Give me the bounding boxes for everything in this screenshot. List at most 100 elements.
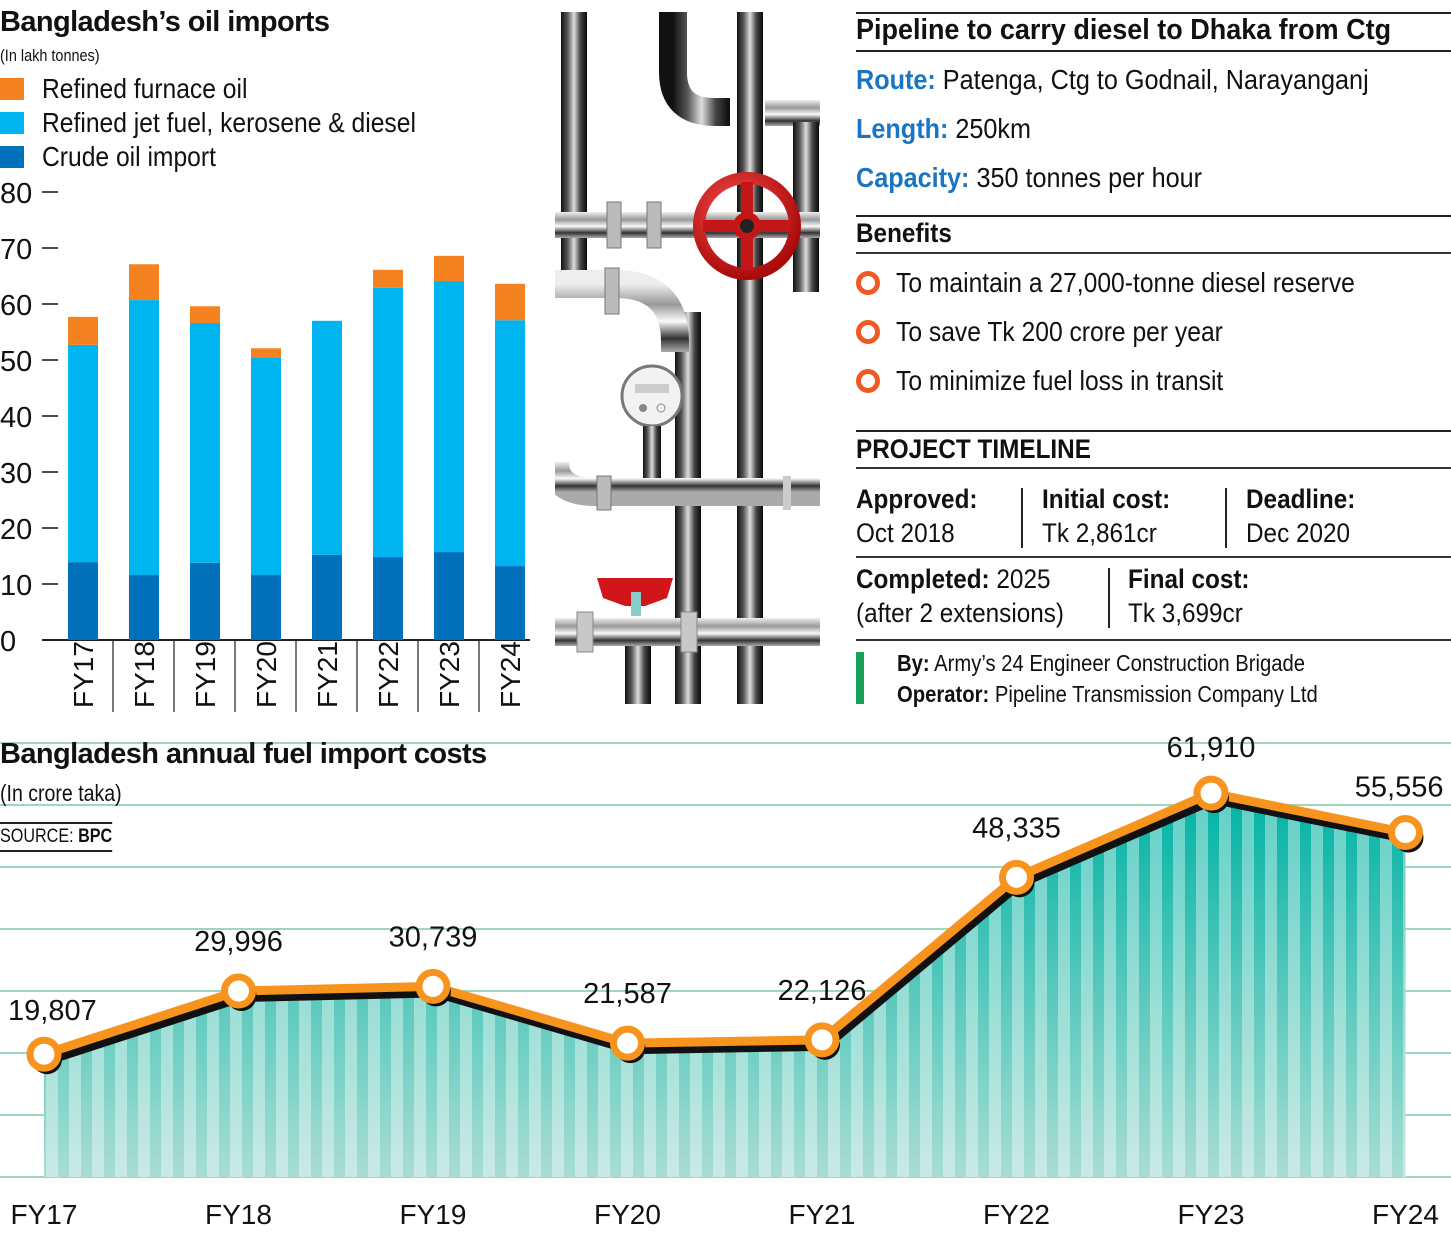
- length-label: Length:: [856, 113, 949, 144]
- route-value: Patenga, Ctg to Godnail, Narayanganj: [942, 64, 1369, 95]
- length-row: Length: 250km: [856, 113, 1031, 145]
- data-label: 61,910: [1167, 732, 1256, 764]
- bullet-ring-icon: [856, 320, 880, 344]
- timeline-heading: PROJECT TIMELINE: [856, 434, 1091, 464]
- length-value: 250km: [955, 113, 1032, 144]
- benefit-item: To maintain a 27,000-tonne diesel reserv…: [856, 267, 1417, 299]
- oil-imports-title: Bangladesh’s oil imports: [0, 6, 330, 38]
- x-tick-label: FY17: [68, 641, 99, 708]
- benefit-text: To maintain a 27,000-tonne diesel reserv…: [896, 267, 1355, 298]
- x-tick-label: FY21: [789, 1199, 856, 1230]
- source-value: BPC: [78, 826, 113, 847]
- final-cost-value: Tk 3,699cr: [1128, 598, 1243, 628]
- bar-segment-refined-jet-fuel-kerosene-diesel: [68, 344, 98, 563]
- pipeline-illustration: [555, 12, 820, 704]
- x-tick-label: FY18: [129, 641, 160, 708]
- data-point: [415, 968, 451, 1004]
- bar-segment-refined-jet-fuel-kerosene-diesel: [251, 357, 281, 576]
- final-cost-cell: Final cost: Tk 3,699cr: [1128, 562, 1250, 630]
- initial-cost-label: Initial cost:: [1042, 484, 1171, 514]
- data-point: [610, 1025, 645, 1061]
- bar-segment-refined-furnace-oil: [251, 348, 281, 358]
- y-tick-label: 40: [0, 402, 32, 434]
- x-tick-label: FY24: [1372, 1199, 1439, 1230]
- bar-segment-refined-furnace-oil: [495, 283, 525, 321]
- bar-segment-refined-furnace-oil: [68, 316, 98, 345]
- bar-segment-crude-oil-import: [190, 562, 220, 640]
- area-stripes: [44, 793, 1406, 1177]
- legend-label: Refined jet fuel, kerosene & diesel: [42, 107, 416, 138]
- line-shadow: [45, 794, 1410, 1065]
- data-point: [1193, 775, 1229, 811]
- rule: [856, 12, 1451, 14]
- x-tick-label: FY23: [1178, 1199, 1245, 1230]
- pipe-horizontal-middle: [555, 460, 820, 511]
- legend-item-crude-oil: Crude oil import: [0, 141, 240, 172]
- bar-segment-crude-oil-import: [251, 575, 281, 640]
- data-point: [1388, 815, 1423, 851]
- y-tick-label: 30: [0, 458, 32, 490]
- completed-cell: Completed: 2025 (after 2 extensions): [856, 562, 1064, 630]
- accent-bar: [856, 652, 864, 704]
- approved-label: Approved:: [856, 484, 978, 514]
- bullet-ring-icon: [856, 369, 880, 393]
- by-label: By:: [897, 650, 930, 676]
- y-tick-label: 10: [0, 570, 32, 602]
- bar-segment-refined-jet-fuel-kerosene-diesel: [190, 323, 220, 563]
- pipe-vertical-main: [737, 12, 763, 704]
- benefit-item: To save Tk 200 crore per year: [856, 316, 1267, 348]
- operator-label: Operator:: [897, 681, 990, 707]
- y-tick-label: 60: [0, 290, 32, 322]
- completed-label: Completed:: [856, 564, 990, 594]
- final-cost-label: Final cost:: [1128, 564, 1250, 594]
- rule: [856, 50, 1451, 52]
- bar-segment-refined-furnace-oil: [129, 264, 159, 301]
- by-value: Army’s 24 Engineer Construction Brigade: [934, 650, 1306, 676]
- bar-segment-refined-jet-fuel-kerosene-diesel: [373, 287, 403, 558]
- data-label: 19,807: [8, 995, 97, 1027]
- oil-imports-subtitle: (In lakh tonnes): [0, 46, 100, 65]
- bar-segment-refined-furnace-oil: [373, 269, 403, 288]
- bar-segment-refined-jet-fuel-kerosene-diesel: [495, 320, 525, 567]
- data-label: 22,126: [778, 975, 867, 1007]
- oil-imports-bar-chart: 0 10 20 30 40 50 60 70 80 FY17 FY18 FY19 FY20 FY21 FY…: [0, 178, 530, 712]
- legend-item-furnace-oil: Refined furnace oil: [0, 73, 275, 104]
- fuel-cost-line-chart: 19,807 29,996 30,739 21,587 22,126 48,335 61,9…: [0, 732, 1451, 1230]
- bar-segment-crude-oil-import: [434, 552, 464, 640]
- series-line: [42, 788, 1407, 1059]
- red-valve-wheel-icon: [693, 172, 801, 280]
- x-tick-label: FY24: [495, 641, 526, 708]
- y-tick-label: 50: [0, 346, 32, 378]
- operator-value: Pipeline Transmission Company Ltd: [994, 681, 1318, 707]
- deadline-cell: Deadline: Dec 2020: [1246, 482, 1355, 550]
- bar-segment-refined-furnace-oil: [190, 306, 220, 324]
- x-tick-label: FY18: [205, 1199, 272, 1230]
- pipe-elbow-right: [765, 100, 820, 292]
- pipeline-title: Pipeline to carry diesel to Dhaka from C…: [856, 14, 1392, 46]
- data-point: [26, 1036, 62, 1072]
- y-tick-label: 0: [0, 626, 16, 658]
- bar-segment-refined-jet-fuel-kerosene-diesel: [434, 281, 464, 553]
- legend-label: Crude oil import: [42, 141, 216, 172]
- x-tick-label: FY23: [434, 641, 465, 708]
- data-label: 55,556: [1355, 772, 1444, 804]
- benefit-text: To minimize fuel loss in transit: [896, 365, 1224, 396]
- rule: [856, 556, 1451, 558]
- initial-cost-value: Tk 2,861cr: [1042, 518, 1157, 548]
- fuel-costs-subtitle: (In crore taka): [0, 780, 122, 806]
- source-label: SOURCE:: [0, 826, 74, 847]
- data-point: [999, 859, 1034, 895]
- data-label: 48,335: [972, 812, 1061, 844]
- x-tick-label: FY20: [251, 641, 282, 708]
- data-label: 30,739: [389, 921, 478, 953]
- divider: [1021, 488, 1023, 548]
- benefits-heading: Benefits: [856, 218, 952, 248]
- capacity-row: Capacity: 350 tonnes per hour: [856, 162, 1202, 194]
- data-point: [221, 973, 256, 1009]
- fuel-costs-title: Bangladesh annual fuel import costs: [0, 738, 487, 770]
- bar-segment-refined-jet-fuel-kerosene-diesel: [312, 320, 342, 555]
- x-tick-label: FY22: [983, 1199, 1050, 1230]
- bar-segment-refined-furnace-oil: [434, 255, 464, 282]
- pipe-horizontal-bottom: [555, 611, 820, 704]
- pressure-gauge-icon: [620, 364, 684, 486]
